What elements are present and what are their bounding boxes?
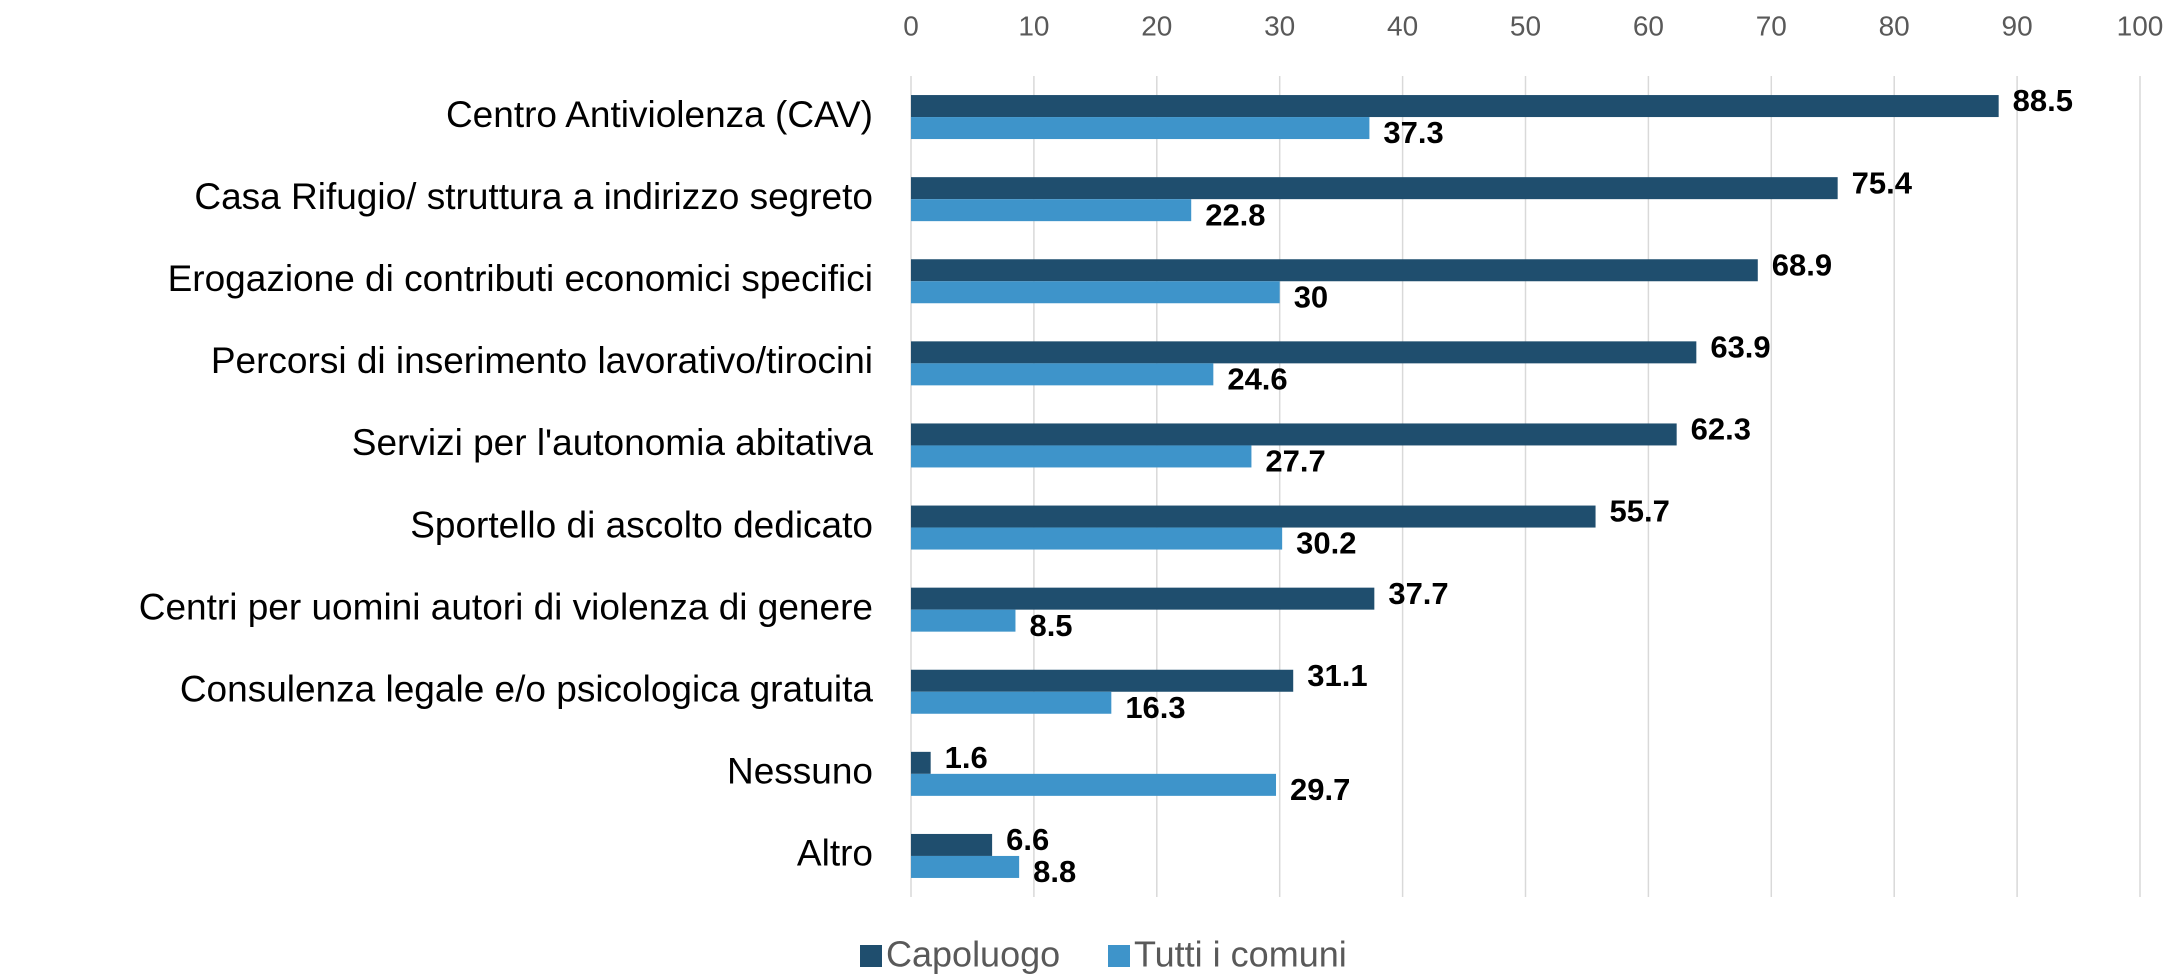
bar [911,423,1677,446]
value-label: 68.9 [1772,247,1832,282]
legend-swatch [860,945,882,967]
value-label: 31.1 [1307,658,1367,693]
category-label: Nessuno [727,751,873,792]
value-label: 62.3 [1691,412,1751,447]
bar [911,117,1370,140]
value-label: 88.5 [2013,83,2073,118]
x-tick-label: 100 [2117,10,2164,41]
legend-label: Capoluogo [886,934,1060,974]
x-tick-label: 30 [1264,10,1295,41]
bar [911,773,1277,796]
x-tick-label: 10 [1018,10,1049,41]
category-label: Altro [797,833,873,874]
value-label: 1.6 [945,740,988,775]
value-label: 37.3 [1383,115,1443,150]
legend-swatch [1108,945,1130,967]
x-tick-label: 80 [1879,10,1910,41]
value-label: 37.7 [1388,576,1448,611]
value-label: 30.2 [1296,526,1356,561]
value-label: 63.9 [1710,330,1770,365]
bar [911,833,993,856]
category-label: Percorsi di inserimento lavorativo/tiroc… [211,340,873,381]
bar [911,199,1192,222]
value-label: 22.8 [1205,197,1265,232]
x-tick-label: 40 [1387,10,1418,41]
category-label: Erogazione di contributi economici speci… [168,258,873,299]
bar [911,341,1697,364]
bar [911,259,1758,282]
category-label: Consulenza legale e/o psicologica gratui… [180,669,874,710]
value-label: 29.7 [1290,772,1350,807]
bar [911,95,1999,118]
x-tick-label: 70 [1756,10,1787,41]
bar [911,691,1112,714]
x-tick-label: 90 [2002,10,2033,41]
value-label: 30 [1294,279,1328,314]
bar [911,669,1294,692]
bar [911,505,1596,528]
bar [911,609,1016,632]
bar [911,527,1283,550]
value-label: 8.8 [1033,854,1076,889]
bar [911,363,1214,386]
x-tick-label: 20 [1141,10,1172,41]
category-label: Centro Antiviolenza (CAV) [446,94,873,135]
x-tick-label: 60 [1633,10,1664,41]
bar [911,751,931,774]
category-label: Sportello di ascolto dedicato [410,504,873,545]
category-label: Casa Rifugio/ struttura a indirizzo segr… [194,176,873,217]
category-label: Centri per uomini autori di violenza di … [139,586,873,627]
value-label: 24.6 [1227,362,1287,397]
value-label: 6.6 [1006,822,1049,857]
bar [911,281,1280,304]
value-label: 8.5 [1029,608,1072,643]
bar [911,855,1020,878]
value-label: 16.3 [1125,690,1185,725]
category-label: Servizi per l'autonomia abitativa [352,422,874,463]
x-tick-label: 0 [903,10,919,41]
value-label: 27.7 [1265,444,1325,479]
value-label: 75.4 [1852,165,1913,200]
bar [911,177,1838,200]
bar [911,445,1252,468]
value-label: 55.7 [1610,494,1670,529]
bar [911,587,1375,610]
x-tick-label: 50 [1510,10,1541,41]
legend-label: Tutti i comuni [1134,934,1347,974]
